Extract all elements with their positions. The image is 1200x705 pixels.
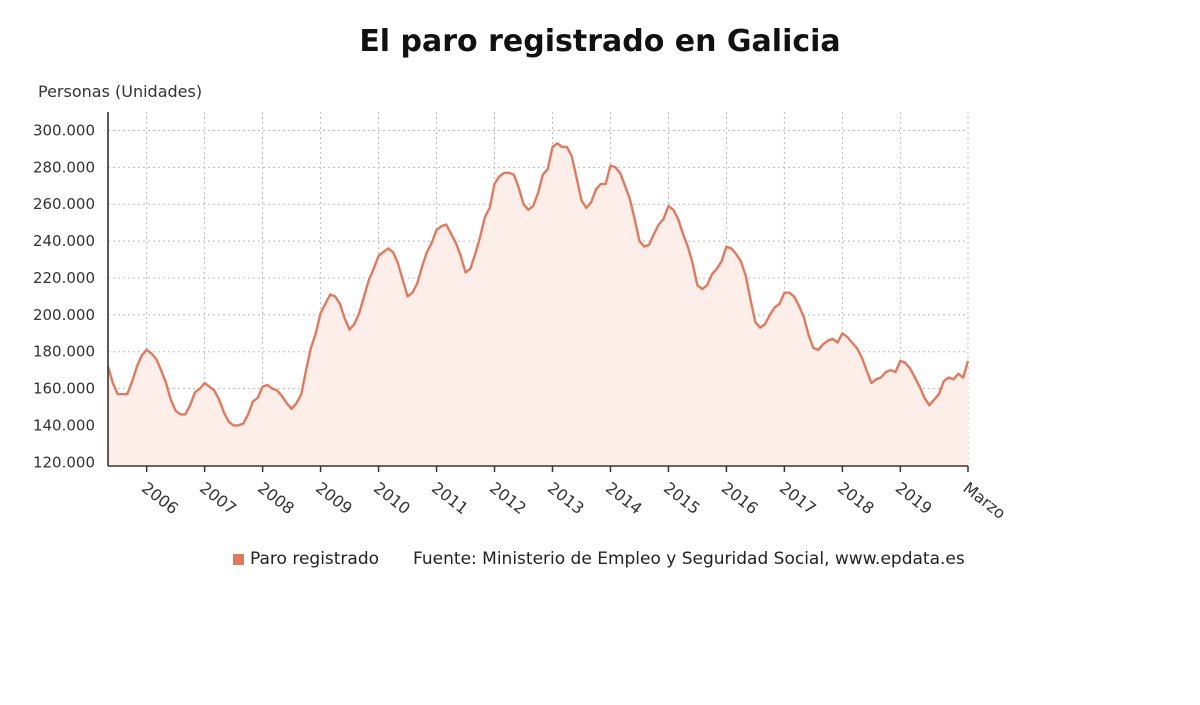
legend-label: Paro registrado [250, 549, 380, 569]
y-tick-label: 180.000 [33, 343, 95, 361]
x-tick-label: 2015 [660, 478, 704, 518]
x-tick-label: 2006 [138, 478, 182, 518]
x-tick-label: 2011 [428, 478, 472, 518]
y-tick-label: 120.000 [33, 453, 95, 471]
x-tick-label: Marzo [960, 478, 1010, 523]
y-tick-labels: 120.000 140.000 160.000 180.000 200.000 220.0… [33, 121, 95, 471]
x-tick-label: 2018 [834, 478, 878, 518]
y-tick-label: 160.000 [33, 380, 95, 398]
x-tick-label: 2013 [544, 478, 588, 518]
axes [107, 112, 969, 472]
y-tick-label: 200.000 [33, 306, 95, 324]
x-tick-label: 2014 [602, 478, 646, 518]
y-tick-label: 280.000 [33, 158, 95, 176]
y-tick-label: 260.000 [33, 195, 95, 213]
y-tick-label: 300.000 [33, 121, 95, 139]
x-tick-label: 2019 [892, 478, 936, 518]
x-tick-label: 2010 [370, 478, 414, 518]
x-tick-label: 2008 [254, 478, 298, 518]
x-tick-labels: 2006 2007 2008 2009 2010 2011 2012 2013 2014 2015… [138, 478, 1009, 523]
x-tick-label: 2012 [486, 478, 530, 518]
legend-swatch [233, 553, 244, 565]
area-fill [108, 143, 968, 467]
x-tick-label: 2009 [312, 478, 356, 518]
x-tick-label: 2007 [196, 478, 240, 518]
y-axis-label: Personas (Unidades) [38, 82, 202, 101]
source-text: Fuente: Ministerio de Empleo y Seguridad… [413, 549, 965, 569]
x-tick-label: 2017 [776, 478, 820, 518]
y-tick-label: 140.000 [33, 416, 95, 434]
x-tick-label: 2016 [718, 478, 762, 518]
series-line [106, 142, 970, 427]
chart-title: El paro registrado en Galicia [359, 24, 841, 59]
legend: Paro registrado Fuente: Ministerio de Em… [233, 549, 965, 569]
y-tick-label: 220.000 [33, 269, 95, 287]
y-tick-label: 240.000 [33, 232, 95, 250]
